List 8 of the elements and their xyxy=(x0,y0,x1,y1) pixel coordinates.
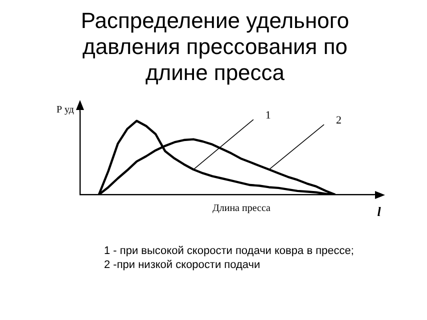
text: 1 xyxy=(265,109,271,122)
x-axis-title: Длина пресса xyxy=(212,203,272,214)
chart-title: Распределение удельного давления прессования по длине пресса xyxy=(80,8,350,86)
text: 2 -при низкой скорости подачи xyxy=(104,258,262,272)
text: 1 - при высокой скорости подачи ковра в прессе; xyxy=(104,244,354,258)
y-axis-title: Р уд xyxy=(56,104,74,116)
text: 2 xyxy=(336,114,342,126)
text: l xyxy=(377,204,382,219)
